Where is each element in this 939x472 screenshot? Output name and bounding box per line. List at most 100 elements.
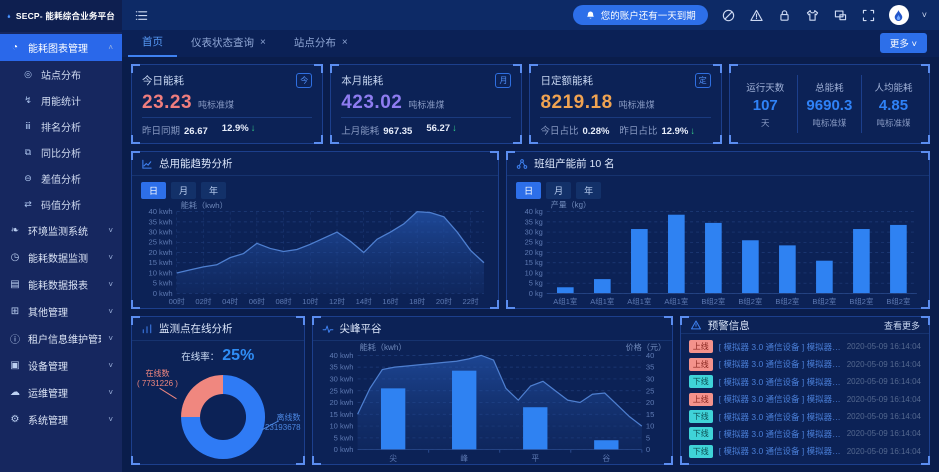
view-more-link[interactable]: 查看更多 [884, 320, 921, 331]
sidebar-subitem-用能统计[interactable]: ↯ 用能统计 [0, 87, 122, 113]
data-monitor-icon: ◷ [10, 252, 20, 263]
code-value-icon: ⇄ [24, 198, 32, 209]
chevron-down-icon: ˅ [108, 415, 113, 424]
svg-text:06时: 06时 [249, 296, 266, 306]
status-badge: 上线 [688, 357, 713, 371]
card-footer: 今日占比 0.28% 昨日占比 12.9% ↓ [540, 117, 711, 143]
alerts-title: 预警信息 [707, 319, 750, 332]
card-header: 日定额能耗 定 [540, 73, 711, 88]
sidebar-item-能耗数据报表[interactable]: ▤ 能耗数据报表 ˅ [0, 271, 122, 298]
card-title: 日定额能耗 [540, 75, 593, 87]
peak-valley-title: 尖峰平谷 [339, 323, 382, 335]
svg-text:10: 10 [645, 422, 653, 431]
svg-text:A组1室: A组1室 [627, 297, 651, 306]
calendar-icon: 月 [495, 73, 512, 88]
online-panel-header: 监测点在线分析 [132, 317, 304, 341]
alert-text: [ 模拟器 3.0 通信设备 ] 模拟器 3.0... [718, 394, 841, 405]
sidebar-item-label: 租户信息维护管理 [28, 335, 102, 346]
alert-row[interactable]: 下线 [ 模拟器 3.0 通信设备 ] 模拟器 3.0... 2020-05-09 … [688, 443, 921, 460]
compare-squares-icon: ⧉ [24, 146, 32, 157]
tab-close-icon[interactable]: × [341, 37, 348, 48]
sidebar-subitem-排名分析[interactable]: ⅲ 排名分析 [0, 113, 122, 139]
warning-icon[interactable] [749, 8, 764, 23]
alert-row[interactable]: 下线 [ 模拟器 3.0 通信设备 ] 模拟器 3.0... 2020-05-09 … [688, 373, 921, 390]
more-button[interactable]: 更多 ˅ [879, 33, 927, 53]
donut-ring[interactable] [180, 375, 265, 459]
svg-text:30 kwh: 30 kwh [148, 228, 172, 237]
status-badge: 上线 [688, 392, 713, 406]
stat-cards-row: 今日能耗今 23.23 吨标准煤 昨日同期 26.67 12.9% ↓ 本月能耗月 423.02… [131, 64, 931, 144]
tab-label: 仪表状态查询 [191, 37, 254, 49]
online-rate-value: 25% [222, 347, 255, 364]
device-icon: ▣ [10, 360, 20, 371]
tab-仪表状态查询[interactable]: 仪表状态查询 × [177, 29, 280, 57]
offline-slice-label: 离线数 23193678 [264, 413, 301, 432]
svg-text:40 kwh: 40 kwh [148, 207, 172, 216]
svg-text:B组2室: B组2室 [738, 297, 762, 306]
sidebar-subitem-label: 差值分析 [41, 174, 81, 186]
tab-站点分布[interactable]: 站点分布 × [280, 29, 362, 57]
user-avatar[interactable] [888, 5, 909, 25]
sidebar-subitem-label: 排名分析 [41, 122, 81, 134]
menu-collapse-icon[interactable] [134, 8, 149, 23]
alert-row[interactable]: 上线 [ 模拟器 3.0 通信设备 ] 模拟器 3.0... 2020-05-09 … [688, 338, 921, 355]
alert-row[interactable]: 上线 [ 模拟器 3.0 通信设备 ] 模拟器 3.0... 2020-05-09 … [688, 356, 921, 373]
theme-icon[interactable] [805, 8, 820, 23]
sidebar-item-能耗图表管理[interactable]: ◔ 能耗图表管理 ˄ [0, 34, 122, 61]
summary-item-总能耗: 总能耗 9690.3 吨标准煤 [796, 75, 861, 133]
team-panel: 班组产能前 10 名 日月年 0 kg 5 kg 10 kg 15 kg 20 kg 25… [506, 151, 930, 309]
lock-icon[interactable] [777, 8, 792, 23]
svg-text:00时: 00时 [169, 296, 186, 306]
tab-close-icon[interactable]: × [260, 37, 266, 48]
sidebar-item-能耗数据监测[interactable]: ◷ 能耗数据监测 ˅ [0, 244, 122, 271]
user-chevron-down-icon[interactable]: ˅ [921, 10, 927, 20]
summary-item-运行天数: 运行天数 107 天 [734, 75, 797, 133]
svg-text:30 kg: 30 kg [525, 228, 543, 237]
logo: SECP- 能耗综合业务平台 [0, 0, 122, 32]
sidebar-item-租户信息维护管理[interactable]: ⓘ 租户信息维护管理 ˅ [0, 325, 122, 352]
svg-text:峰: 峰 [460, 453, 468, 463]
alert-row[interactable]: 下线 [ 模拟器 3.0 通信设备 ] 模拟器 3.0... 2020-05-09 … [688, 408, 921, 425]
sidebar-item-环境监测系统[interactable]: ❧ 环境监测系统 ˅ [0, 217, 122, 244]
sidebar-item-系统管理[interactable]: ⚙ 系统管理 ˅ [0, 406, 122, 433]
period-tab-月[interactable]: 月 [546, 182, 572, 199]
chevron-down-icon: ˅ [108, 226, 113, 235]
period-tab-日[interactable]: 日 [516, 182, 542, 199]
app-title: SECP- 能耗综合业务平台 [15, 11, 115, 21]
svg-text:15 kg: 15 kg [525, 258, 543, 267]
period-tab-日[interactable]: 日 [141, 182, 167, 199]
status-badge: 下线 [688, 427, 713, 441]
sidebar-item-设备管理[interactable]: ▣ 设备管理 ˅ [0, 352, 122, 379]
svg-text:30: 30 [645, 374, 653, 383]
multi-window-icon[interactable] [833, 8, 848, 23]
sidebar-subitem-同比分析[interactable]: ⧉ 同比分析 [0, 139, 122, 165]
period-tab-月[interactable]: 月 [171, 182, 197, 199]
alert-row[interactable]: 上线 [ 模拟器 3.0 通信设备 ] 模拟器 3.0... 2020-05-09 … [688, 390, 921, 407]
svg-text:20 kwh: 20 kwh [329, 398, 353, 407]
tab-label: 首页 [142, 36, 163, 48]
notice-pill[interactable]: 您的账户还有一天到期 [572, 5, 708, 25]
summary-unit: 吨标准煤 [812, 117, 847, 128]
sidebar-subitem-差值分析[interactable]: ⊖ 差值分析 [0, 165, 122, 191]
chevron-down-icon: ˅ [108, 334, 113, 343]
sidebar-item-label: 能耗数据报表 [28, 281, 88, 292]
online-panel-title: 监测点在线分析 [159, 323, 233, 335]
calendar-icon: 定 [694, 73, 711, 88]
status-badge: 上线 [688, 340, 713, 354]
fullscreen-icon[interactable] [861, 8, 876, 23]
sidebar-item-其他管理[interactable]: ⊞ 其他管理 ˅ [0, 298, 122, 325]
stat-card-日定额能耗: 日定额能耗 定 8219.18 吨标准煤 今日占比 0.28% 昨日占比 12.9% ↓ [529, 64, 722, 144]
alert-row[interactable]: 下线 [ 模拟器 3.0 通信设备 ] 模拟器 3.0... 2020-05-09 … [688, 425, 921, 442]
svg-text:25 kg: 25 kg [525, 238, 543, 247]
sidebar-subitem-码值分析[interactable]: ⇄ 码值分析 [0, 191, 122, 217]
main-area: 您的账户还有一天到期 ˅ 首页 仪表状态查询 × 站点分布 × 更多 ˅ 今日能耗 今 23… [122, 0, 939, 472]
period-tab-年[interactable]: 年 [201, 182, 227, 199]
card-header: 今日能耗 今 [142, 73, 313, 88]
tab-首页[interactable]: 首页 [128, 29, 177, 57]
period-tab-年[interactable]: 年 [576, 182, 602, 199]
svg-text:A组1室: A组1室 [664, 297, 688, 306]
ban-icon[interactable] [721, 8, 736, 23]
svg-text:35 kwh: 35 kwh [148, 217, 172, 226]
sidebar-item-运维管理[interactable]: ☁ 运维管理 ˅ [0, 379, 122, 406]
sidebar-subitem-站点分布[interactable]: ◎ 站点分布 [0, 61, 122, 87]
